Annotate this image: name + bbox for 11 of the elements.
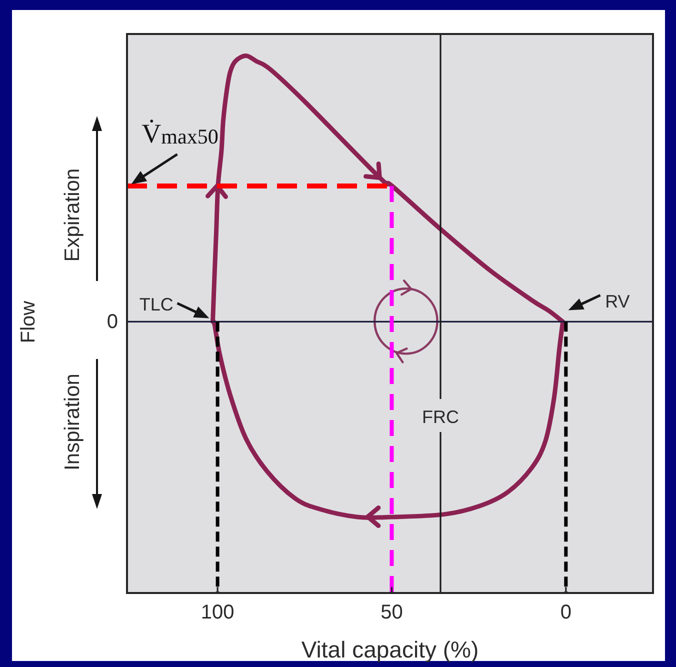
ref-line-label: 0: [106, 311, 118, 334]
text: Expiration: [60, 168, 85, 262]
x-axis-title: Vital capacity (%): [301, 636, 479, 663]
x-tick-label: 0: [560, 602, 572, 624]
x-tick-label: 50: [380, 602, 403, 624]
ref-line-label: FRC: [422, 407, 460, 427]
annotation: TLC: [139, 294, 174, 316]
text: Inspiration: [60, 373, 85, 470]
x-tick-label: 100: [200, 602, 234, 624]
y-axis-title: Flow: [18, 300, 40, 343]
annotation: RV: [605, 292, 630, 312]
